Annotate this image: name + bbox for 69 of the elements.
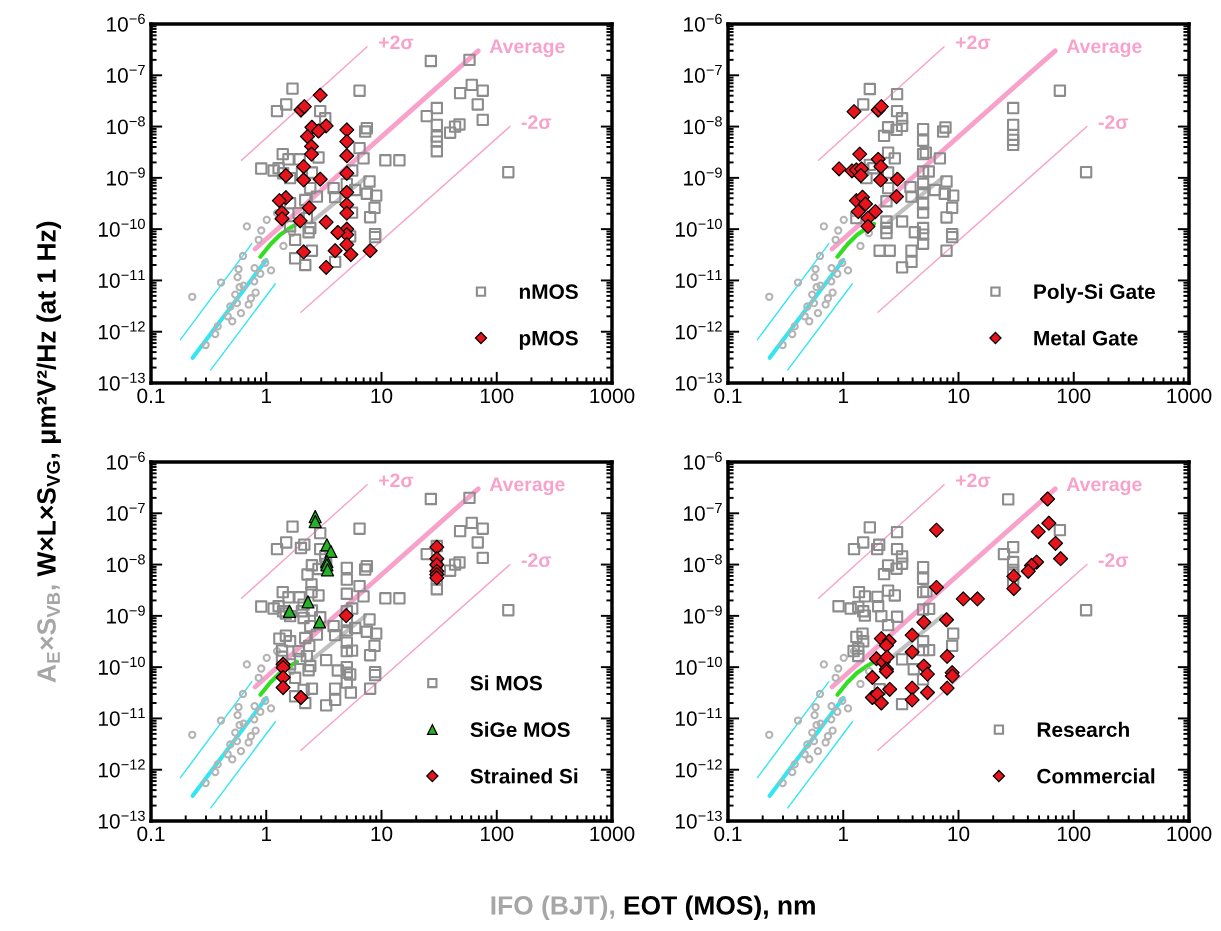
y-tick-label: 10$^{−10}$: [675, 656, 722, 675]
annotation: -2σ: [1098, 115, 1129, 130]
y-tick-label: 10$^{−9}$: [107, 605, 145, 624]
annotation: -2σ: [521, 115, 552, 130]
y-tick-label: 10$^{−10}$: [98, 656, 145, 675]
y-tick-label: 10$^{−10}$: [675, 218, 722, 237]
y-tick-label: 10$^{−8}$: [107, 116, 145, 135]
annotation: -2σ: [521, 553, 552, 568]
annotation: +2σ: [956, 35, 991, 50]
legend-label: Metal Gate: [1034, 330, 1138, 346]
x-tick-label: 1: [839, 826, 849, 841]
y-tick-label: 10$^{−7}$: [684, 502, 722, 521]
legend-label: Research: [1037, 721, 1129, 738]
y-tick-label: 10$^{−12}$: [98, 321, 145, 340]
y-tick-label: 10$^{−11}$: [98, 270, 145, 288]
y-tick-label: 10$^{−6}$: [684, 451, 722, 470]
y-tick-label: 10$^{−7}$: [107, 64, 145, 83]
text: IFO (BJT),: [491, 895, 615, 921]
legend-label: SiGe MOS: [470, 721, 570, 738]
y-tick-label: 10$^{−8}$: [107, 554, 145, 573]
y-tick-label: 10$^{−8}$: [684, 116, 722, 135]
y-tick-label: 10$^{−7}$: [107, 502, 145, 521]
annotation: Average: [1066, 39, 1142, 58]
legend-label: Strained Si: [470, 768, 578, 784]
x-tick-label: 100: [1057, 388, 1091, 404]
y-tick-label: 10$^{−9}$: [107, 167, 145, 186]
x-tick-label: 10: [948, 826, 970, 842]
y-tick-label: 10$^{−9}$: [684, 605, 722, 624]
x-tick-label: 1: [262, 388, 272, 403]
legend-label: Commercial: [1037, 768, 1155, 784]
x-tick-label: 1000: [590, 826, 635, 842]
y-tick-label: 10$^{−12}$: [98, 759, 145, 778]
y-axis-title: W×L×S$_{VG}$, μm²V²/Hz (at 1 Hz): [36, 221, 62, 577]
y-tick-label: 10$^{−12}$: [675, 321, 722, 340]
annotation: +2σ: [956, 473, 991, 488]
annotation: Average: [489, 477, 565, 496]
annotation: +2σ: [379, 35, 414, 50]
legend-label: Si MOS: [470, 675, 542, 691]
x-tick-label: 10: [948, 388, 970, 404]
x-tick-label: 100: [480, 826, 514, 842]
x-tick-label: 1: [839, 388, 849, 403]
text: A$_{E}$×S$_{VB}$,: [37, 585, 60, 683]
x-tick-label: 1000: [1167, 388, 1212, 404]
y-tick-label: 10$^{−8}$: [684, 554, 722, 573]
y-tick-label: 10$^{−6}$: [107, 451, 145, 470]
x-tick-label: 10: [371, 826, 393, 842]
x-tick-label: 1: [262, 826, 272, 841]
y-tick-label: 10$^{−11}$: [675, 270, 722, 288]
annotation: Average: [489, 39, 565, 58]
y-tick-label: 10$^{−10}$: [98, 218, 145, 237]
annotation: +2σ: [379, 473, 414, 488]
legend-label: pMOS: [519, 330, 578, 350]
legend-label: Poly-Si Gate: [1034, 283, 1155, 304]
x-axis-title: EOT (MOS), nm: [624, 895, 815, 921]
annotation: -2σ: [1098, 553, 1129, 568]
y-tick-label: 10$^{−11}$: [675, 708, 722, 726]
x-tick-label: 100: [480, 388, 514, 404]
y-tick-label: 10$^{−11}$: [98, 708, 145, 726]
annotation: Average: [1066, 477, 1142, 496]
y-tick-label: 10$^{−6}$: [107, 13, 145, 32]
legend-label: nMOS: [519, 284, 578, 300]
x-tick-label: 1000: [1167, 826, 1212, 842]
y-tick-label: 10$^{−9}$: [684, 167, 722, 186]
y-tick-label: 10$^{−6}$: [684, 13, 722, 32]
y-tick-label: 10$^{−12}$: [675, 759, 722, 778]
x-tick-label: 1000: [590, 388, 635, 404]
x-tick-label: 100: [1057, 826, 1091, 842]
x-tick-label: 10: [371, 388, 393, 404]
y-tick-label: 10$^{−7}$: [684, 64, 722, 83]
